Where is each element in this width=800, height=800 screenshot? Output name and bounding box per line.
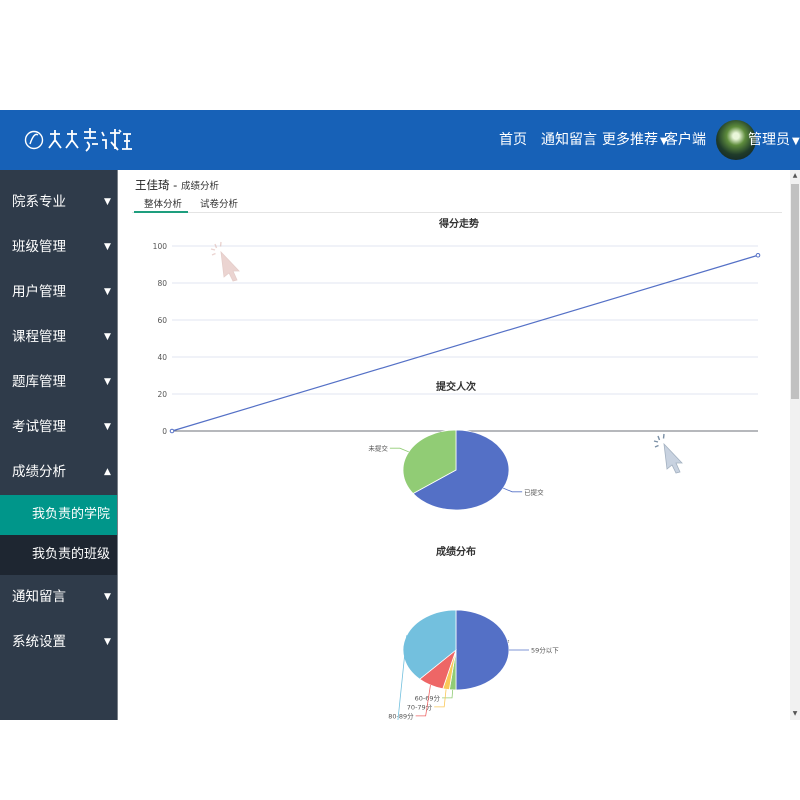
pie-slice	[455, 609, 510, 691]
pie-slice-label: 80-89分	[388, 711, 414, 720]
line-data-point	[169, 428, 175, 434]
line-y-tick-label: 60	[157, 316, 167, 325]
user-name: 管理员	[748, 132, 790, 148]
user-menu[interactable]: 管理员 ▼	[748, 110, 800, 170]
tab-overall-analysis[interactable]: 整体分析	[144, 199, 183, 210]
tab-paper-analysis[interactable]: 试卷分析	[200, 199, 239, 210]
line-y-tick-label: 80	[157, 279, 167, 288]
chevron-down-icon: ▼	[104, 592, 111, 602]
scrollbar-thumb[interactable]	[791, 184, 799, 399]
chevron-up-icon: ▲	[104, 467, 111, 477]
sidebar-item-label: 通知留言	[12, 589, 66, 605]
sidebar-item-exams[interactable]: 考试管理 ▼	[0, 405, 117, 450]
pie1-chart: 已提交 未提交	[368, 429, 544, 511]
main-content: 王佳琦 - 成绩分析 整体分析 试卷分析 得分走势 0 20 40 60 80 100 提…	[118, 170, 790, 720]
scroll-down-icon[interactable]: ▼	[792, 710, 798, 717]
pie-leader-line	[503, 487, 523, 493]
pie1-title: 提交人次	[436, 380, 476, 393]
chevron-down-icon: ▼	[104, 422, 111, 432]
sidebar-subitem-label: 我负责的班级	[32, 547, 111, 562]
sidebar-item-label: 课程管理	[12, 329, 66, 345]
line-chart-title: 得分走势	[438, 217, 479, 230]
sidebar-item-label: 成绩分析	[12, 464, 66, 480]
pie-leader-line	[434, 689, 447, 708]
vertical-scrollbar[interactable]: ▲ ▼	[790, 170, 800, 720]
charts-canvas: 得分走势 0 20 40 60 80 100 提交人次 已提交 未提交 已提交 未提交 成绩分…	[153, 217, 761, 720]
pie-slice-label: 已提交	[524, 487, 544, 496]
nav-more-label: 更多推荐	[602, 132, 658, 148]
active-tab-indicator	[134, 211, 188, 213]
sidebar-item-label: 班级管理	[12, 239, 66, 255]
sidebar-item-label: 题库管理	[12, 374, 66, 390]
chevron-down-icon: ▼	[104, 637, 111, 647]
sidebar: 院系专业 ▼ 班级管理 ▼ 用户管理 ▼ 课程管理 ▼ 题库管理 ▼ 考试管理 ▼ 成绩分析…	[0, 170, 117, 720]
chevron-down-icon: ▼	[104, 332, 111, 342]
sidebar-subitem-my-college[interactable]: 我负责的学院	[0, 495, 117, 535]
page-subtitle: 成绩分析	[180, 181, 219, 192]
pie-slice-label: 59分以下	[531, 646, 559, 655]
pie-leader-line	[389, 447, 409, 453]
top-header: 首页 通知留言 更多推荐 ▼ 客户端 管理员 ▼	[0, 110, 800, 170]
sidebar-item-score-analysis[interactable]: 成绩分析 ▲	[0, 450, 117, 495]
line-series-path	[171, 254, 759, 432]
pie-leader-line	[397, 635, 408, 720]
line-y-tick-label: 20	[157, 390, 167, 399]
line-chart-points	[169, 252, 761, 434]
sidebar-item-courses[interactable]: 课程管理 ▼	[0, 315, 117, 360]
user-avatar[interactable]	[716, 120, 756, 160]
tabs-divider	[132, 212, 782, 213]
chevron-down-icon: ▼	[792, 136, 800, 147]
chevron-down-icon: ▼	[104, 197, 111, 207]
pie-slice-label: 未提交	[368, 444, 388, 453]
line-data-point	[755, 252, 761, 258]
pie-leader-line	[415, 684, 431, 717]
chevron-down-icon: ▼	[104, 287, 111, 297]
chevron-down-icon: ▼	[104, 242, 111, 252]
pie-leader-line	[442, 689, 454, 699]
page-title: 王佳琦 -	[135, 178, 181, 192]
sidebar-item-settings[interactable]: 系统设置 ▼	[0, 620, 117, 665]
chevron-down-icon: ▼	[660, 136, 668, 147]
sidebar-item-label: 用户管理	[12, 284, 66, 300]
pie2-title: 成绩分布	[436, 545, 476, 558]
sidebar-item-label: 院系专业	[12, 194, 66, 210]
sidebar-item-question-bank[interactable]: 题库管理 ▼	[0, 360, 117, 405]
sidebar-item-departments[interactable]: 院系专业 ▼	[0, 180, 117, 225]
pie-slice-label: 70-79分	[407, 702, 433, 711]
pie-slice	[402, 429, 457, 495]
site-logo[interactable]	[22, 120, 132, 160]
line-y-tick-label: 40	[157, 353, 167, 362]
pie-slice-label: 60-69分	[415, 693, 441, 702]
sidebar-subitem-label: 我负责的学院	[32, 507, 111, 522]
sidebar-item-label: 考试管理	[12, 419, 66, 435]
line-y-tick-label: 0	[162, 427, 167, 436]
sidebar-subitem-my-class[interactable]: 我负责的班级	[0, 535, 117, 575]
line-chart-y-axis: 0 20 40 60 80 100	[153, 242, 168, 436]
loading-cursor-icon	[653, 433, 683, 474]
loading-cursor-icon	[210, 241, 240, 282]
sidebar-item-label: 系统设置	[12, 634, 66, 650]
sidebar-item-notices[interactable]: 通知留言 ▼	[0, 575, 117, 620]
sidebar-item-classes[interactable]: 班级管理 ▼	[0, 225, 117, 270]
nav-more-menu[interactable]: 更多推荐 ▼	[602, 110, 668, 170]
sidebar-item-users[interactable]: 用户管理 ▼	[0, 270, 117, 315]
nav-notice-link[interactable]: 通知留言	[541, 132, 597, 148]
scroll-up-icon[interactable]: ▲	[792, 172, 798, 179]
breadcrumb: 王佳琦 - 成绩分析	[135, 177, 219, 193]
sidebar-divider	[117, 170, 118, 720]
line-y-tick-label: 100	[153, 242, 168, 251]
line-chart-grid	[172, 245, 758, 432]
chevron-down-icon: ▼	[104, 377, 111, 387]
app-window: 首页 通知留言 更多推荐 ▼ 客户端 管理员 ▼ 院系专业 ▼ 班级管理 ▼ 用户管理 ▼…	[0, 110, 800, 720]
nav-client-link[interactable]: 客户端	[664, 132, 706, 148]
nav-home-link[interactable]: 首页	[499, 132, 527, 148]
